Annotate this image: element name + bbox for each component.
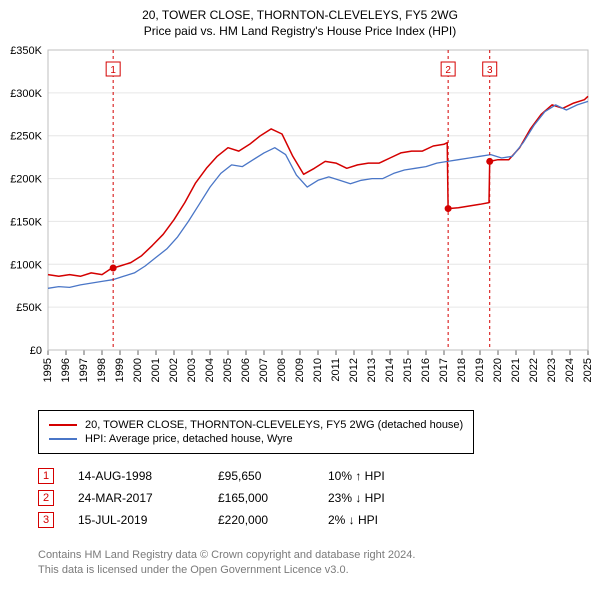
event-delta: 23% ↓ HPI [328,491,438,505]
legend-swatch [49,424,77,426]
svg-text:£0: £0 [30,345,42,357]
event-date: 14-AUG-1998 [78,469,218,483]
chart-area: £0 £50K £100K £150K £200K £250K £300K £350K 1995… [0,44,600,404]
svg-text:1996: 1996 [60,358,72,382]
legend: 20, TOWER CLOSE, THORNTON-CLEVELEYS, FY5… [38,410,474,454]
event-delta: 2% ↓ HPI [328,513,438,527]
event-price: £220,000 [218,513,328,527]
svg-text:£150K: £150K [10,216,42,228]
event-row: 1 14-AUG-1998£95,65010% ↑ HPI [38,468,438,484]
svg-text:2014: 2014 [384,358,396,382]
attribution: Contains HM Land Registry data © Crown c… [38,548,588,578]
svg-text:1: 1 [110,65,116,76]
event-price: £165,000 [218,491,328,505]
svg-text:3: 3 [487,65,493,76]
legend-label: 20, TOWER CLOSE, THORNTON-CLEVELEYS, FY5… [85,419,463,431]
chart-subtitle: Price paid vs. HM Land Registry's House … [0,24,600,38]
legend-swatch [49,438,77,440]
event-number-box: 1 [38,468,54,484]
svg-text:2001: 2001 [150,358,162,382]
svg-text:2025: 2025 [582,358,594,382]
svg-text:£350K: £350K [10,45,42,57]
svg-text:£250K: £250K [10,131,42,143]
svg-text:2010: 2010 [312,358,324,382]
legend-label: HPI: Average price, detached house, Wyre [85,433,293,445]
line-chart-svg: £0 £50K £100K £150K £200K £250K £300K £350K 1995… [0,44,600,404]
svg-text:2016: 2016 [420,358,432,382]
event-date: 15-JUL-2019 [78,513,218,527]
svg-text:2018: 2018 [456,358,468,382]
svg-text:2011: 2011 [330,358,342,382]
svg-text:2020: 2020 [492,358,504,382]
svg-text:2012: 2012 [348,358,360,382]
svg-text:1999: 1999 [114,358,126,382]
svg-text:2002: 2002 [168,358,180,382]
svg-text:2009: 2009 [294,358,306,382]
svg-text:2000: 2000 [132,358,144,382]
event-delta: 10% ↑ HPI [328,469,438,483]
attribution-line2: This data is licensed under the Open Gov… [38,564,349,576]
svg-text:2008: 2008 [276,358,288,382]
svg-text:2007: 2007 [258,358,270,382]
svg-text:2019: 2019 [474,358,486,382]
svg-text:2004: 2004 [204,358,216,382]
svg-text:1997: 1997 [78,358,90,382]
event-date: 24-MAR-2017 [78,491,218,505]
event-row: 3 15-JUL-2019£220,0002% ↓ HPI [38,512,438,528]
svg-text:2013: 2013 [366,358,378,382]
legend-item: 20, TOWER CLOSE, THORNTON-CLEVELEYS, FY5… [49,419,463,431]
svg-text:2006: 2006 [240,358,252,382]
figure-root: 20, TOWER CLOSE, THORNTON-CLEVELEYS, FY5… [0,0,600,590]
svg-text:2015: 2015 [402,358,414,382]
svg-text:1995: 1995 [42,358,54,382]
svg-text:2024: 2024 [564,358,576,382]
event-number-box: 3 [38,512,54,528]
svg-text:2022: 2022 [528,358,540,382]
svg-text:£200K: £200K [10,174,42,186]
svg-text:£100K: £100K [10,259,42,271]
title-block: 20, TOWER CLOSE, THORNTON-CLEVELEYS, FY5… [0,0,600,38]
event-table: 1 14-AUG-1998£95,65010% ↑ HPI 2 24-MAR-2017… [38,462,438,534]
legend-item: HPI: Average price, detached house, Wyre [49,433,463,445]
svg-text:2: 2 [445,65,451,76]
chart-title: 20, TOWER CLOSE, THORNTON-CLEVELEYS, FY5… [0,8,600,22]
svg-text:2003: 2003 [186,358,198,382]
svg-text:1998: 1998 [96,358,108,382]
svg-text:2005: 2005 [222,358,234,382]
svg-text:2023: 2023 [546,358,558,382]
event-price: £95,650 [218,469,328,483]
svg-text:2017: 2017 [438,358,450,382]
svg-text:£50K: £50K [16,302,42,314]
event-row: 2 24-MAR-2017£165,00023% ↓ HPI [38,490,438,506]
svg-text:£300K: £300K [10,88,42,100]
event-number-box: 2 [38,490,54,506]
attribution-line1: Contains HM Land Registry data © Crown c… [38,549,415,561]
svg-text:2021: 2021 [510,358,522,382]
